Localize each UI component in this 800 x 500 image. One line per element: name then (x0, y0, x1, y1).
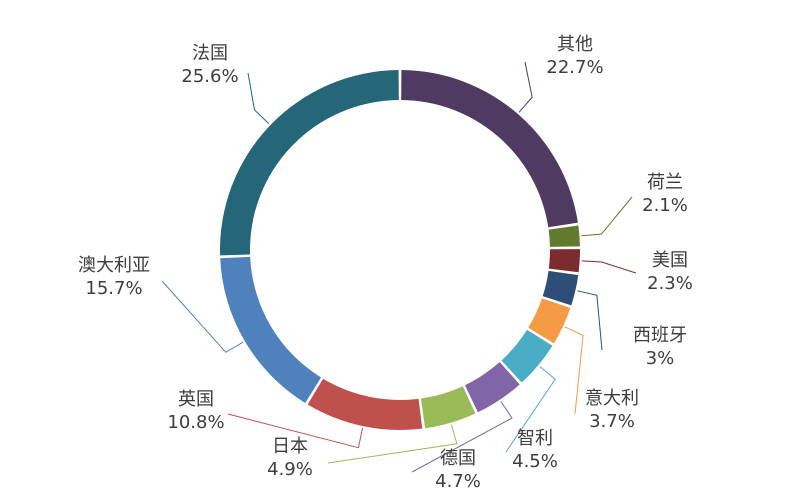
slice-label-name-4: 西班牙 (633, 325, 687, 346)
slice-label-value-3: 2.3% (647, 273, 693, 294)
leader-line-4 (577, 290, 603, 351)
slice-label-value-6: 4.5% (512, 451, 558, 472)
slice-label-name-10: 澳大利亚 (78, 255, 150, 276)
slice-label-value-9: 10.8% (167, 412, 224, 433)
donut-slice-9 (307, 378, 423, 430)
labels-layer: 其他22.7%荷兰2.1%美国2.3%西班牙3%意大利3.7%智利4.5%德国4… (78, 34, 693, 492)
slices-layer (220, 70, 580, 430)
leader-line-6 (505, 366, 556, 453)
slice-label-value-2: 2.1% (642, 195, 688, 216)
slice-label-value-7: 4.7% (435, 471, 481, 492)
leader-line-3 (581, 260, 637, 274)
slice-label-name-9: 英国 (178, 389, 214, 410)
leader-line-9 (227, 413, 364, 449)
slice-label-value-10: 15.7% (85, 278, 142, 299)
slice-label-name-3: 美国 (652, 250, 688, 271)
donut-slice-6 (501, 329, 553, 383)
donut-slice-1 (401, 70, 578, 228)
slice-label-value-5: 3.7% (589, 411, 635, 432)
leader-line-1 (518, 61, 533, 113)
donut-slice-11 (220, 70, 399, 256)
slice-label-name-7: 德国 (440, 448, 476, 469)
slice-label-value-11: 25.6% (181, 66, 238, 87)
slice-label-value-4: 3% (646, 348, 675, 369)
slice-label-name-1: 其他 (557, 34, 593, 55)
donut-slice-3 (548, 249, 580, 273)
slice-label-value-8: 4.9% (267, 459, 313, 480)
slice-label-name-11: 法国 (192, 43, 228, 64)
leader-line-8 (327, 424, 458, 464)
slice-label-name-8: 日本 (272, 436, 308, 457)
donut-slice-5 (528, 298, 571, 344)
donut-slice-4 (542, 270, 579, 306)
leader-line-7 (411, 401, 513, 473)
donut-slice-7 (464, 362, 520, 413)
leader-line-2 (581, 196, 633, 237)
donut-slice-10 (220, 256, 322, 404)
donut-slice-2 (548, 225, 580, 247)
slice-label-name-5: 意大利 (585, 388, 639, 409)
leader-lines-layer (161, 61, 637, 473)
slice-label-name-6: 智利 (517, 428, 553, 449)
leader-line-10 (161, 280, 244, 353)
slice-label-value-1: 22.7% (546, 57, 603, 78)
leader-line-5 (564, 326, 584, 415)
leader-line-11 (247, 72, 270, 125)
donut-slice-8 (420, 386, 476, 429)
slice-label-name-2: 荷兰 (647, 172, 683, 193)
